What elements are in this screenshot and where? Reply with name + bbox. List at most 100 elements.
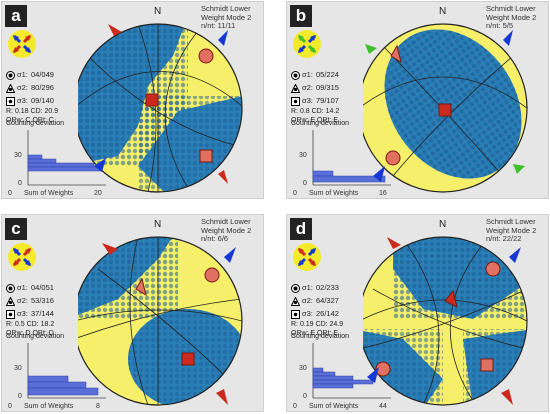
hist-bar	[27, 387, 99, 396]
hist-bar	[312, 367, 324, 373]
sigma1-icon	[291, 70, 300, 80]
count-ratio: n/nt: 6/6	[201, 234, 229, 243]
sigma1-marker	[198, 48, 214, 64]
hist-bar	[27, 158, 57, 164]
projection-header: Schmidt Lower Weight Mode 2 n/nt: 22/22	[486, 217, 544, 244]
extension-arrow-icon	[501, 389, 513, 405]
x-tick-right: 16	[379, 190, 387, 197]
projection-type: Schmidt Lower	[201, 4, 251, 13]
shape-ratio: R: 0.5 CD: 18.2	[6, 321, 55, 328]
compression-arrow-icon	[218, 30, 228, 46]
shape-ratio: R: 0.18 CD: 20.9	[6, 108, 59, 115]
x-tick-right: 44	[379, 403, 387, 410]
x-tick-left: 0	[293, 190, 297, 197]
y-tick-0: 0	[18, 180, 22, 187]
projection-type: Schmidt Lower	[486, 217, 536, 226]
counting-deviation-histogram: 30 0 0 Sum of Weights 44	[293, 343, 391, 410]
north-label: N	[439, 6, 447, 17]
sigma3-marker	[181, 352, 195, 366]
sigma3-icon	[6, 309, 15, 319]
hist-bar	[27, 375, 69, 383]
y-tick-0: 0	[303, 180, 307, 187]
panel-d: d Schmidt Lower Weight Mode 2 n/nt: 22/2…	[286, 214, 549, 412]
x-label: Sum of Weights	[24, 403, 74, 410]
sigma2-icon	[291, 296, 300, 306]
sigma3-marker	[480, 358, 494, 372]
sigma1-row: σ1: 04/049	[6, 68, 96, 81]
compression-arrow-icon	[94, 158, 106, 172]
panel-a: a Schmidt Lower Weight Mode 2 n/nt: 11/1…	[1, 1, 264, 199]
counting-deviation-title: Counting deviation	[291, 120, 349, 127]
panel-letter: a	[5, 5, 27, 27]
sigma3-row: σ3: 09/140	[6, 94, 96, 107]
sigma1-row: σ1: 04/051	[6, 281, 96, 294]
count-ratio: n/nt: 22/22	[486, 234, 522, 243]
sigma1-row: σ1: 05/224	[291, 68, 381, 81]
sigma1-marker	[485, 261, 501, 277]
sigma2-marker	[390, 44, 402, 64]
weight-mode: Weight Mode 2	[486, 225, 537, 235]
sigma2-marker	[135, 277, 147, 297]
north-label: N	[439, 219, 447, 230]
panel-letter: d	[290, 218, 312, 240]
y-tick-0: 0	[18, 393, 22, 400]
quality-rank: QRw: E QRt: E	[291, 330, 339, 337]
count-ratio: n/nt: 11/11	[201, 21, 236, 30]
projection-header: Schmidt Lower Weight Mode 2 n/nt: 6/6	[201, 217, 259, 244]
quality-rank: QRw: C QRt: C	[6, 117, 54, 124]
sigma2-row: σ2: 64/327	[291, 294, 381, 307]
sigma1-row: σ1: 02/233	[291, 281, 381, 294]
stereonet	[78, 236, 243, 406]
stress-regime-icon	[8, 243, 36, 271]
projection-type: Schmidt Lower	[486, 4, 536, 13]
extension-arrow-icon	[108, 24, 122, 36]
sigma1-marker	[204, 267, 220, 283]
stress-axes: σ1: 04/051 σ2: 53/316 σ3: 37/144 R: 0.5 CD:…	[6, 281, 96, 338]
sigma3-icon	[291, 96, 300, 106]
projection-header: Schmidt Lower Weight Mode 2 n/nt: 11/11	[201, 4, 259, 31]
compression-arrow-icon	[373, 166, 385, 182]
counting-deviation-title: Counting deviation	[291, 333, 349, 340]
sigma1-marker	[375, 361, 391, 377]
sigma2-marker	[145, 93, 159, 107]
x-label: Sum of Weights	[309, 403, 359, 410]
x-tick-left: 0	[8, 403, 12, 410]
sigma1-icon	[6, 283, 15, 293]
projection-type: Schmidt Lower	[201, 217, 251, 226]
extension-arrow-icon	[102, 243, 118, 255]
stress-regime-icon	[8, 30, 36, 58]
y-tick-30: 30	[299, 365, 307, 372]
weight-mode: Weight Mode 2	[201, 12, 252, 22]
panel-letter: b	[290, 5, 312, 27]
counting-deviation-histogram: 30 0 0 Sum of Weights 8	[8, 343, 106, 410]
stress-axes: σ1: 04/049 σ2: 80/296 σ3: 09/140 R: 0.18 CD…	[6, 68, 96, 125]
extension-arrow-icon	[218, 170, 228, 184]
projection-header: Schmidt Lower Weight Mode 2 n/nt: 5/5	[486, 4, 544, 31]
compression-arrow-icon	[503, 30, 513, 46]
x-label: Sum of Weights	[309, 190, 359, 197]
shape-ratio: R: 0.8 CD: 14.2	[291, 108, 340, 115]
x-tick-right: 20	[94, 190, 102, 197]
panel-c: c Schmidt Lower Weight Mode 2 n/nt: 6/6 …	[1, 214, 264, 412]
sigma2-row: σ2: 09/315	[291, 81, 381, 94]
extension-arrow-icon	[216, 389, 228, 405]
sigma1-icon	[291, 283, 300, 293]
sigma3-row: σ3: 37/144	[6, 307, 96, 320]
sigma2-icon	[6, 83, 15, 93]
hist-bar	[312, 371, 336, 377]
sigma3-row: σ3: 26/142	[291, 307, 381, 320]
north-label: N	[154, 219, 162, 230]
x-tick-right: 8	[96, 403, 100, 410]
stress-regime-icon	[293, 243, 321, 271]
sigma2-row: σ2: 80/296	[6, 81, 96, 94]
sigma3-icon	[291, 309, 300, 319]
extension-arrow-icon	[365, 44, 377, 54]
sigma2-icon	[6, 296, 15, 306]
weight-mode: Weight Mode 2	[486, 12, 537, 22]
sigma1-icon	[6, 70, 15, 80]
stereonet	[363, 236, 528, 406]
weight-mode: Weight Mode 2	[201, 225, 252, 235]
sigma2-marker	[444, 289, 458, 308]
extension-arrow-icon	[513, 164, 525, 174]
sigma3-icon	[6, 96, 15, 106]
